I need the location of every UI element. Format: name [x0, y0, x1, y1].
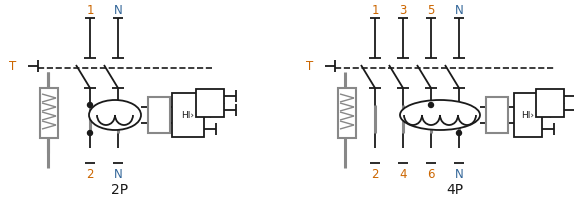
Bar [172, 93, 204, 137]
Bar [486, 97, 508, 133]
Text: N: N [114, 169, 122, 182]
Text: HI›: HI› [522, 111, 534, 120]
Bar [196, 89, 224, 117]
Ellipse shape [400, 100, 480, 130]
Bar [536, 89, 564, 117]
Circle shape [87, 131, 92, 135]
Bar [148, 97, 170, 133]
Circle shape [87, 102, 92, 108]
Bar [514, 93, 542, 137]
Text: HI›: HI› [181, 111, 195, 120]
Text: 4P: 4P [447, 183, 464, 197]
Circle shape [429, 102, 433, 108]
Text: N: N [455, 4, 463, 18]
Ellipse shape [89, 100, 141, 130]
Text: N: N [455, 169, 463, 182]
Circle shape [456, 131, 461, 135]
Text: 2: 2 [86, 169, 94, 182]
Text: N: N [114, 4, 122, 18]
Bar [40, 88, 58, 138]
Text: 4: 4 [400, 169, 407, 182]
Text: 2: 2 [371, 169, 379, 182]
Text: T: T [9, 60, 16, 72]
Text: 1: 1 [371, 4, 379, 18]
Text: 2P: 2P [111, 183, 129, 197]
Text: 5: 5 [427, 4, 435, 18]
Text: 1: 1 [86, 4, 94, 18]
Bar [338, 88, 356, 138]
Text: 6: 6 [427, 169, 435, 182]
Text: 3: 3 [400, 4, 407, 18]
Text: T: T [306, 60, 313, 72]
